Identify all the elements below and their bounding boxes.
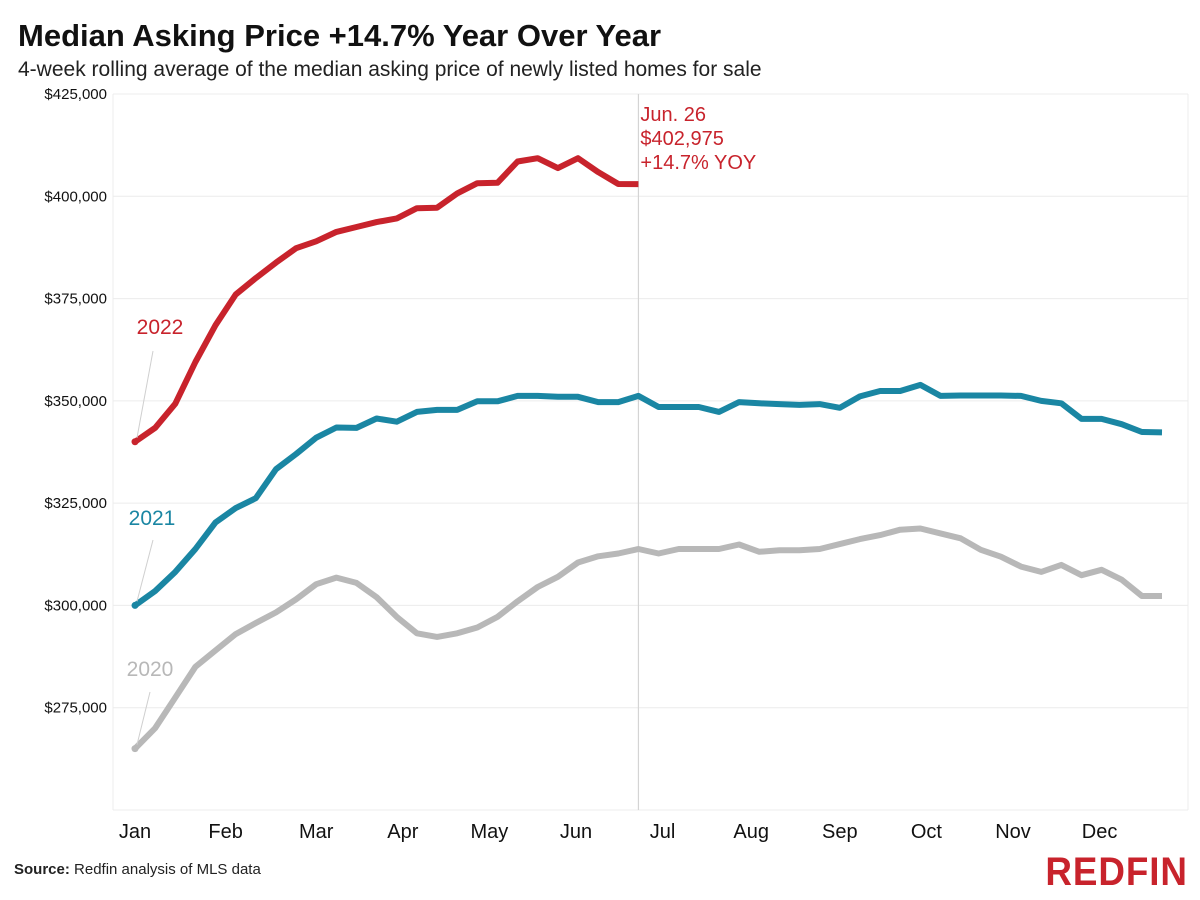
annotation-text: +14.7% YOY (640, 152, 756, 174)
x-tick-label: Nov (995, 821, 1031, 843)
series-label-2021: 2021 (129, 507, 176, 530)
x-tick-label: Dec (1082, 821, 1118, 843)
series-leader-line (136, 691, 151, 745)
series-label-2020: 2020 (127, 658, 174, 681)
x-tick-label: Feb (208, 821, 242, 843)
y-tick-label: $425,000 (44, 86, 107, 103)
x-tick-label: Jul (650, 821, 676, 843)
x-tick-label: Sep (822, 821, 858, 843)
series-leader-line (136, 539, 154, 602)
annotation-text: Jun. 26 (640, 104, 706, 126)
y-tick-label: $300,000 (44, 597, 107, 614)
series-start-dot-2021 (131, 601, 139, 609)
redfin-logo: REDFIN (1045, 850, 1188, 894)
y-tick-label: $400,000 (44, 188, 107, 205)
source-text: Redfin analysis of MLS data (74, 861, 261, 878)
chart-title: Median Asking Price +14.7% Year Over Yea… (18, 18, 662, 53)
y-tick-label: $375,000 (44, 291, 107, 308)
series-line-2022 (133, 155, 639, 445)
chart-subtitle: 4-week rolling average of the median ask… (18, 58, 762, 81)
x-tick-label: Oct (911, 821, 943, 843)
series-line-2021 (133, 381, 1163, 608)
series-line-2020 (132, 525, 1162, 751)
series-leader-line (136, 350, 154, 438)
x-tick-label: Mar (299, 821, 334, 843)
series-label-2022: 2022 (137, 316, 184, 339)
source-label: Source: (14, 861, 70, 878)
x-tick-label: Jun (560, 821, 592, 843)
annotation-text: $402,975 (640, 128, 723, 150)
x-tick-label: Jan (119, 821, 151, 843)
x-tick-label: Apr (387, 821, 418, 843)
x-tick-label: Aug (733, 821, 769, 843)
y-tick-label: $275,000 (44, 700, 107, 717)
y-tick-label: $350,000 (44, 393, 107, 410)
y-tick-label: $325,000 (44, 495, 107, 512)
x-tick-label: May (471, 821, 509, 843)
series-start-dot-2022 (131, 438, 139, 446)
source-note: Source: Redfin analysis of MLS data (14, 861, 261, 878)
series-start-dot-2020 (131, 745, 139, 753)
